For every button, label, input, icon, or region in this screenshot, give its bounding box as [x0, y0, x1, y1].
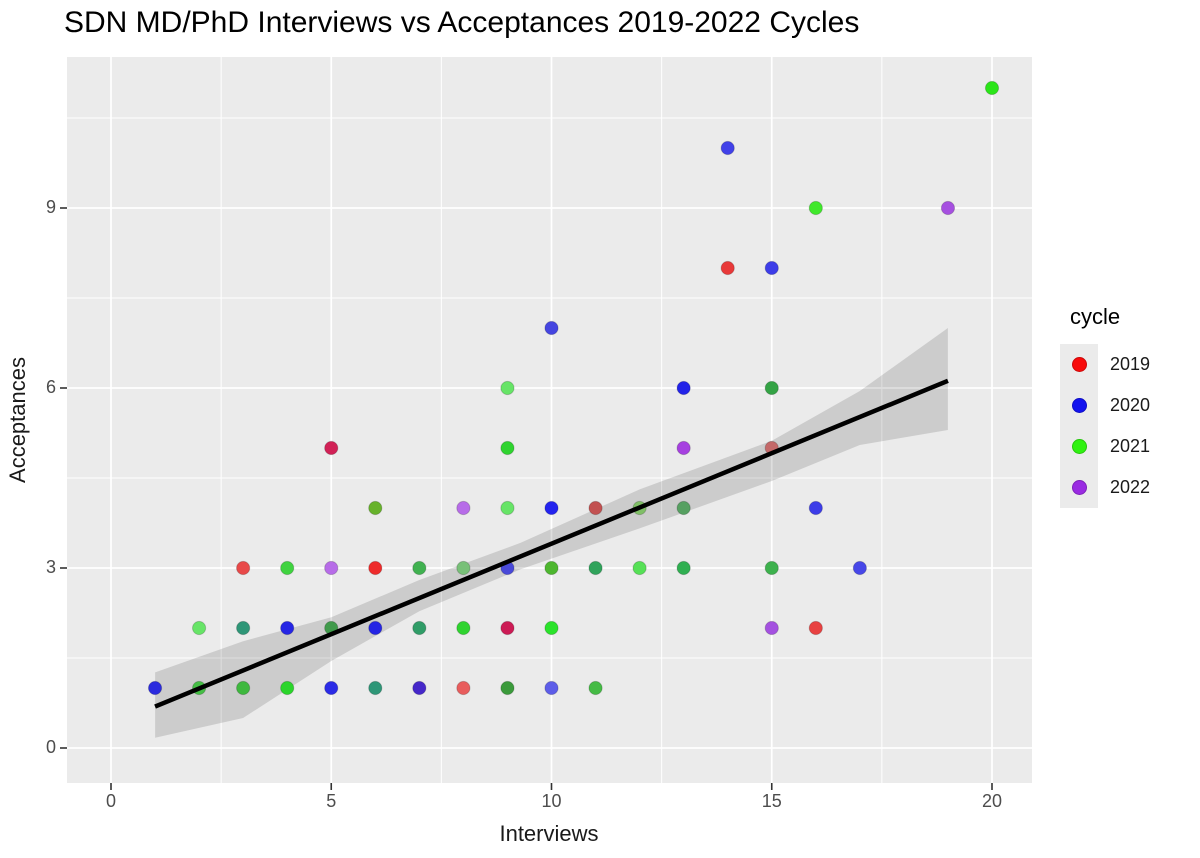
y-tick-label: 6 [45, 377, 56, 397]
legend-key-swatch [1060, 467, 1098, 508]
data-point [456, 680, 471, 696]
data-point [412, 560, 427, 576]
legend-item-label: 2022 [1110, 477, 1151, 497]
legend-item-2020: 2020 [1060, 385, 1150, 426]
data-point [544, 500, 559, 516]
data-point [676, 380, 691, 396]
legend-item-label: 2019 [1110, 354, 1151, 374]
plot-panel [67, 57, 1032, 783]
legend-item-2022: 2022 [1060, 467, 1150, 508]
data-point [676, 560, 691, 576]
x-tick-label: 5 [326, 791, 337, 811]
data-point [280, 680, 295, 696]
legend: cycle 2019 2020 2021 2022 [1060, 304, 1150, 508]
data-point [588, 500, 603, 516]
data-point [500, 500, 515, 516]
data-point [544, 680, 559, 696]
y-tick-label: 3 [45, 557, 56, 577]
chart-title: SDN MD/PhD Interviews vs Acceptances 201… [64, 6, 860, 39]
x-tick-label: 10 [541, 791, 562, 811]
data-point [412, 680, 427, 696]
data-point [368, 680, 383, 696]
x-tick-label: 20 [981, 791, 1003, 811]
legend-item-2021: 2021 [1060, 426, 1150, 467]
data-point [236, 560, 251, 576]
data-point [368, 560, 383, 576]
data-point [544, 620, 559, 636]
data-point [764, 560, 779, 576]
data-point [720, 140, 735, 156]
data-point [940, 200, 956, 216]
data-point [368, 620, 383, 636]
data-point [500, 440, 515, 456]
legend-dot-icon [1072, 480, 1087, 495]
data-point [632, 560, 647, 576]
x-tick-label: 0 [105, 791, 116, 811]
data-point [236, 680, 251, 696]
data-point [456, 560, 471, 576]
data-point [676, 440, 691, 456]
legend-key-swatch [1060, 426, 1098, 467]
confidence-band [155, 328, 948, 738]
data-point [984, 80, 1000, 96]
data-point [280, 560, 295, 576]
data-point [500, 680, 515, 696]
data-point [764, 260, 779, 276]
data-point [324, 440, 339, 456]
data-point [324, 680, 339, 696]
data-point [764, 620, 779, 636]
legend-key-swatch [1060, 385, 1098, 426]
data-point [500, 620, 515, 636]
data-point [676, 500, 691, 516]
legend-dot-icon [1072, 357, 1087, 372]
regression-line [154, 378, 949, 709]
data-point [808, 500, 823, 516]
data-point [764, 380, 779, 396]
y-tick-label: 9 [45, 197, 56, 217]
data-point [588, 680, 603, 696]
legend-item-2019: 2019 [1060, 344, 1150, 385]
data-point [368, 500, 383, 516]
data-point [192, 620, 207, 636]
legend-dot-icon [1072, 439, 1087, 454]
x-axis-title: Interviews [499, 821, 599, 846]
legend-key-swatch [1060, 344, 1098, 385]
axis-tick-marks [60, 207, 993, 790]
y-axis-title: Acceptances [5, 357, 30, 483]
data-point [852, 560, 867, 576]
legend-item-label: 2021 [1110, 436, 1151, 456]
legend-item-label: 2020 [1110, 395, 1151, 415]
data-point [324, 560, 339, 576]
data-point [808, 620, 823, 636]
data-point [500, 380, 515, 396]
minor-gridlines [67, 57, 1032, 783]
data-point [544, 560, 559, 576]
data-point [280, 620, 295, 636]
legend-items: 2019 2020 2021 2022 [1060, 344, 1150, 508]
legend-dot-icon [1072, 398, 1087, 413]
y-tick-label: 0 [45, 737, 56, 757]
legend-title: cycle [1070, 304, 1121, 329]
data-point [236, 620, 251, 636]
data-point [544, 320, 559, 336]
data-point [456, 620, 471, 636]
data-point [808, 200, 823, 216]
data-point [412, 620, 427, 636]
data-point [588, 560, 603, 576]
data-point [147, 680, 163, 696]
data-point [456, 500, 471, 516]
data-point [720, 260, 735, 276]
x-tick-label: 15 [761, 791, 782, 811]
